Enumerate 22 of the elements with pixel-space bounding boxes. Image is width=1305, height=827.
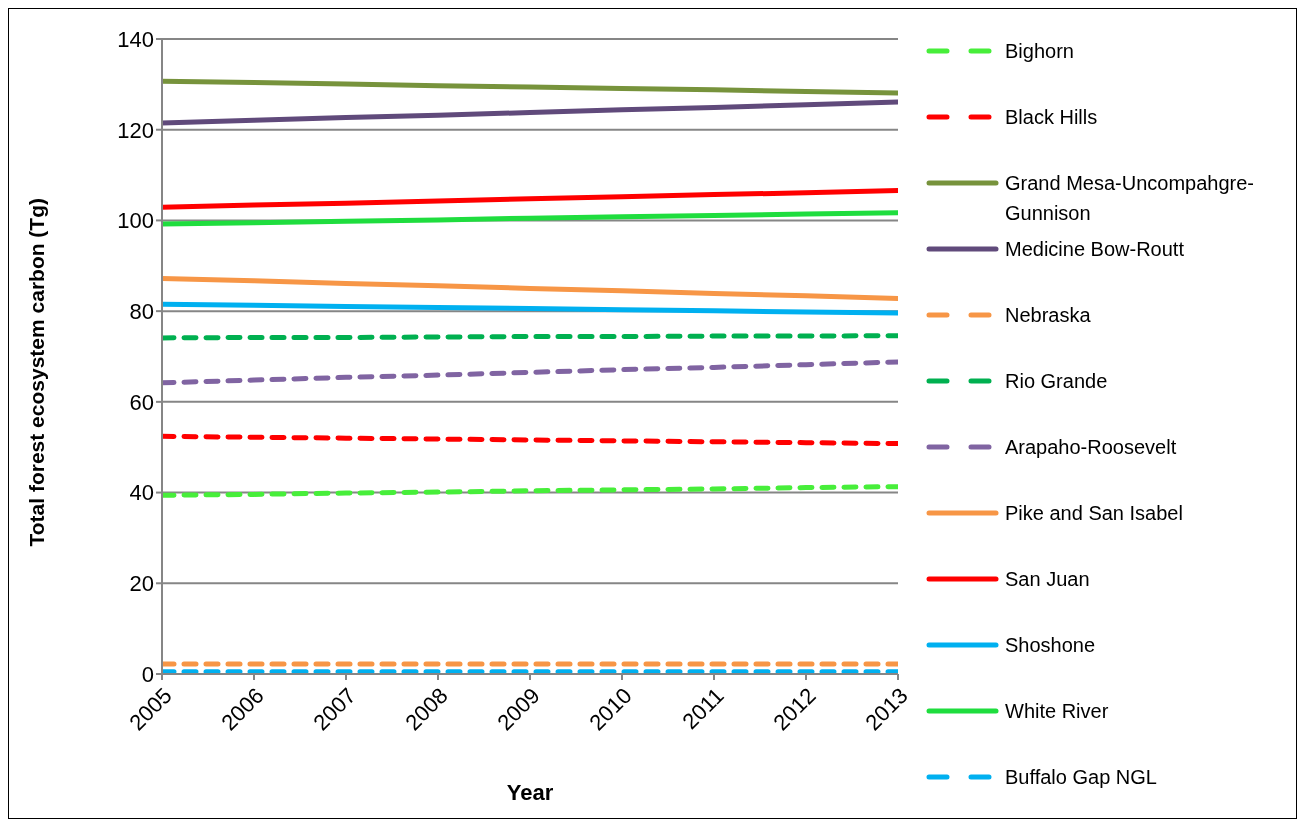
legend-label: Arapaho-Roosevelt — [1005, 435, 1178, 460]
y-tick-label: 80 — [129, 298, 154, 324]
y-tick-label: 60 — [129, 389, 154, 415]
legend-label: Nebraska — [1005, 303, 1092, 328]
y-tick-label: 140 — [117, 26, 154, 52]
y-tick-label: 20 — [129, 571, 154, 597]
legend-label: Grand Mesa-Uncompahgre-Gunnison — [1005, 171, 1255, 226]
y-tick-label: 0 — [141, 661, 154, 687]
legend-label: Shoshone — [1005, 633, 1097, 658]
legend-label: Bighorn — [1005, 39, 1075, 64]
y-tick-label: 120 — [117, 117, 154, 143]
y-tick-label: 100 — [117, 208, 154, 234]
legend-label: White River — [1005, 699, 1110, 724]
legend-label: San Juan — [1005, 567, 1091, 592]
y-axis-title: Total forest ecosystem carbon (Tg) — [25, 197, 49, 547]
legend-label: Pike and San Isabel — [1005, 501, 1184, 526]
x-axis-title: Year — [506, 780, 554, 805]
legend-label: Medicine Bow-Routt — [1005, 237, 1185, 262]
legend-label: Black Hills — [1005, 105, 1099, 130]
y-tick-label: 40 — [129, 480, 154, 506]
legend-label: Rio Grande — [1005, 369, 1109, 394]
legend-label: Buffalo Gap NGL — [1005, 765, 1158, 790]
